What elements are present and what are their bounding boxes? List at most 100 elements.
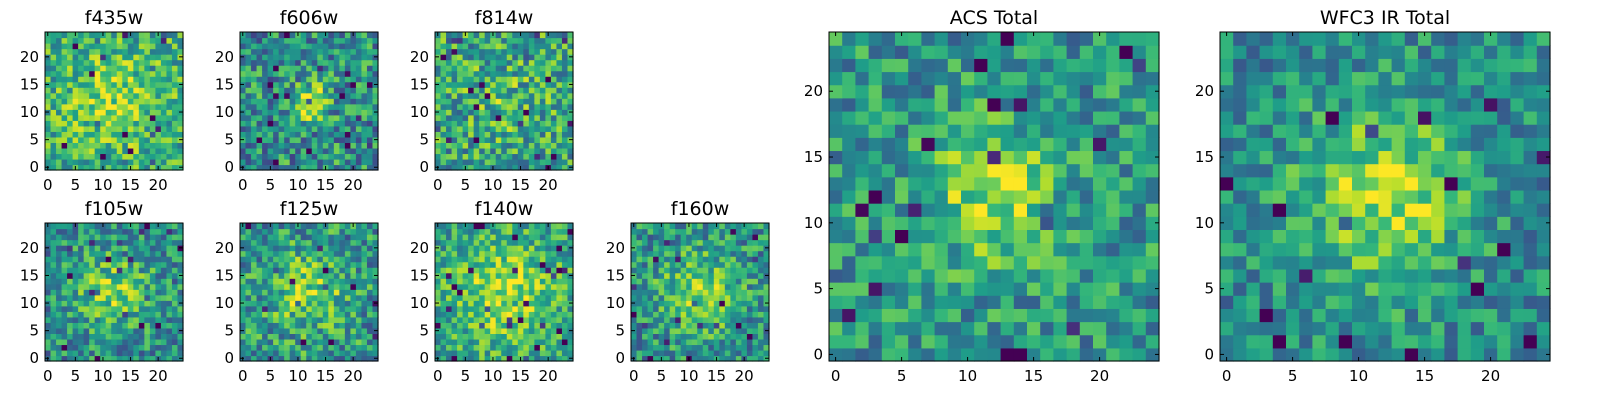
pixel-cell bbox=[105, 256, 112, 263]
pixel-cell bbox=[306, 153, 313, 160]
pixel-cell bbox=[100, 250, 107, 257]
pixel-cell bbox=[506, 54, 513, 61]
pixel-cell bbox=[686, 300, 693, 307]
pixel-cell bbox=[273, 250, 280, 257]
pixel-cell bbox=[127, 349, 134, 357]
pixel-cell bbox=[300, 114, 307, 121]
pixel-cell bbox=[289, 76, 296, 83]
pixel-cell bbox=[528, 305, 535, 312]
pixel-cell bbox=[144, 239, 151, 246]
pixel-cell bbox=[757, 283, 765, 290]
pixel-cell bbox=[267, 92, 274, 99]
x-tick-label: 10 bbox=[288, 367, 307, 385]
pixel-cell bbox=[462, 349, 469, 357]
pixel-cell bbox=[947, 176, 962, 191]
pixel-cell bbox=[451, 114, 458, 121]
pixel-cell bbox=[160, 223, 168, 230]
pixel-cell bbox=[262, 65, 269, 72]
pixel-cell bbox=[512, 147, 519, 155]
pixel-cell bbox=[702, 294, 709, 301]
pixel-cell bbox=[691, 272, 698, 279]
pixel-cell bbox=[306, 234, 313, 241]
pixel-cell bbox=[322, 327, 329, 334]
pixel-cell bbox=[719, 250, 726, 257]
pixel-cell bbox=[451, 322, 458, 329]
pixel-cell bbox=[122, 333, 129, 340]
pixel-cell bbox=[45, 59, 52, 66]
pixel-cell bbox=[647, 239, 654, 246]
pixel-cell bbox=[273, 114, 280, 121]
pixel-cell bbox=[1093, 203, 1107, 217]
pixel-cell bbox=[333, 136, 340, 143]
pixel-cell bbox=[490, 87, 497, 94]
pixel-cell bbox=[245, 267, 252, 274]
pixel-cell bbox=[921, 347, 936, 362]
pixel-cell bbox=[440, 48, 447, 55]
pixel-cell bbox=[116, 272, 123, 279]
pixel-cell bbox=[328, 223, 335, 230]
pixel-cell bbox=[295, 54, 302, 61]
pixel-cell bbox=[708, 311, 715, 318]
pixel-cell bbox=[658, 245, 665, 252]
pixel-cell bbox=[256, 147, 263, 155]
pixel-cell bbox=[155, 272, 162, 279]
pixel-cell bbox=[155, 103, 162, 110]
pixel-cell bbox=[311, 250, 318, 257]
pixel-cell bbox=[94, 316, 101, 323]
pixel-cell bbox=[251, 120, 258, 127]
pixel-cell bbox=[144, 322, 151, 329]
pixel-cell bbox=[517, 250, 524, 257]
pixel-cell bbox=[653, 300, 660, 307]
pixel-cell bbox=[289, 92, 296, 99]
pixel-cell bbox=[495, 245, 502, 252]
pixel-cell bbox=[267, 103, 274, 110]
pixel-cell bbox=[251, 278, 258, 285]
pixel-cell bbox=[545, 256, 552, 263]
pixel-cell bbox=[440, 333, 447, 340]
pixel-cell bbox=[67, 32, 74, 39]
pixel-cell bbox=[534, 344, 541, 351]
pixel-cell bbox=[921, 242, 936, 257]
pixel-cell bbox=[550, 272, 558, 279]
pixel-cell bbox=[122, 114, 129, 121]
pixel-cell bbox=[855, 255, 870, 270]
pixel-cell bbox=[333, 164, 340, 171]
pixel-cell bbox=[267, 59, 274, 66]
pixel-cell bbox=[545, 76, 552, 83]
pixel-cell bbox=[267, 316, 274, 323]
pixel-cell bbox=[262, 327, 269, 334]
pixel-cell bbox=[72, 338, 79, 346]
pixel-cell bbox=[545, 305, 552, 312]
pixel-cell bbox=[361, 355, 368, 362]
pixel-cell bbox=[89, 300, 96, 307]
pixel-cell bbox=[523, 239, 530, 246]
pixel-cell bbox=[669, 239, 676, 246]
pixel-cell bbox=[719, 289, 726, 296]
pixel-cell bbox=[658, 316, 665, 323]
pixel-cell bbox=[78, 355, 85, 362]
pixel-cell bbox=[506, 153, 513, 160]
pixel-cell bbox=[94, 103, 101, 110]
pixel-cell bbox=[72, 142, 79, 149]
pixel-cell bbox=[550, 289, 558, 296]
pixel-cell bbox=[155, 349, 162, 357]
pixel-cell bbox=[490, 267, 497, 274]
pixel-cell bbox=[440, 114, 447, 121]
pixel-cell bbox=[528, 234, 535, 241]
pixel-cell bbox=[155, 92, 162, 99]
pixel-cell bbox=[440, 283, 447, 290]
pixel-cell bbox=[468, 43, 475, 50]
pixel-cell bbox=[50, 37, 57, 44]
pixel-cell bbox=[155, 250, 162, 257]
pixel-cell bbox=[251, 234, 258, 241]
pixel-cell bbox=[1079, 229, 1094, 244]
pixel-cell bbox=[306, 114, 313, 121]
pixel-cell bbox=[451, 76, 458, 83]
pixel-cell bbox=[473, 114, 480, 121]
pixel-cell bbox=[636, 261, 643, 268]
pixel-cell bbox=[440, 131, 447, 138]
pixel-cell bbox=[328, 349, 335, 357]
pixel-cell bbox=[322, 43, 329, 50]
pixel-cell bbox=[484, 109, 491, 116]
pixel-cell bbox=[56, 147, 63, 155]
